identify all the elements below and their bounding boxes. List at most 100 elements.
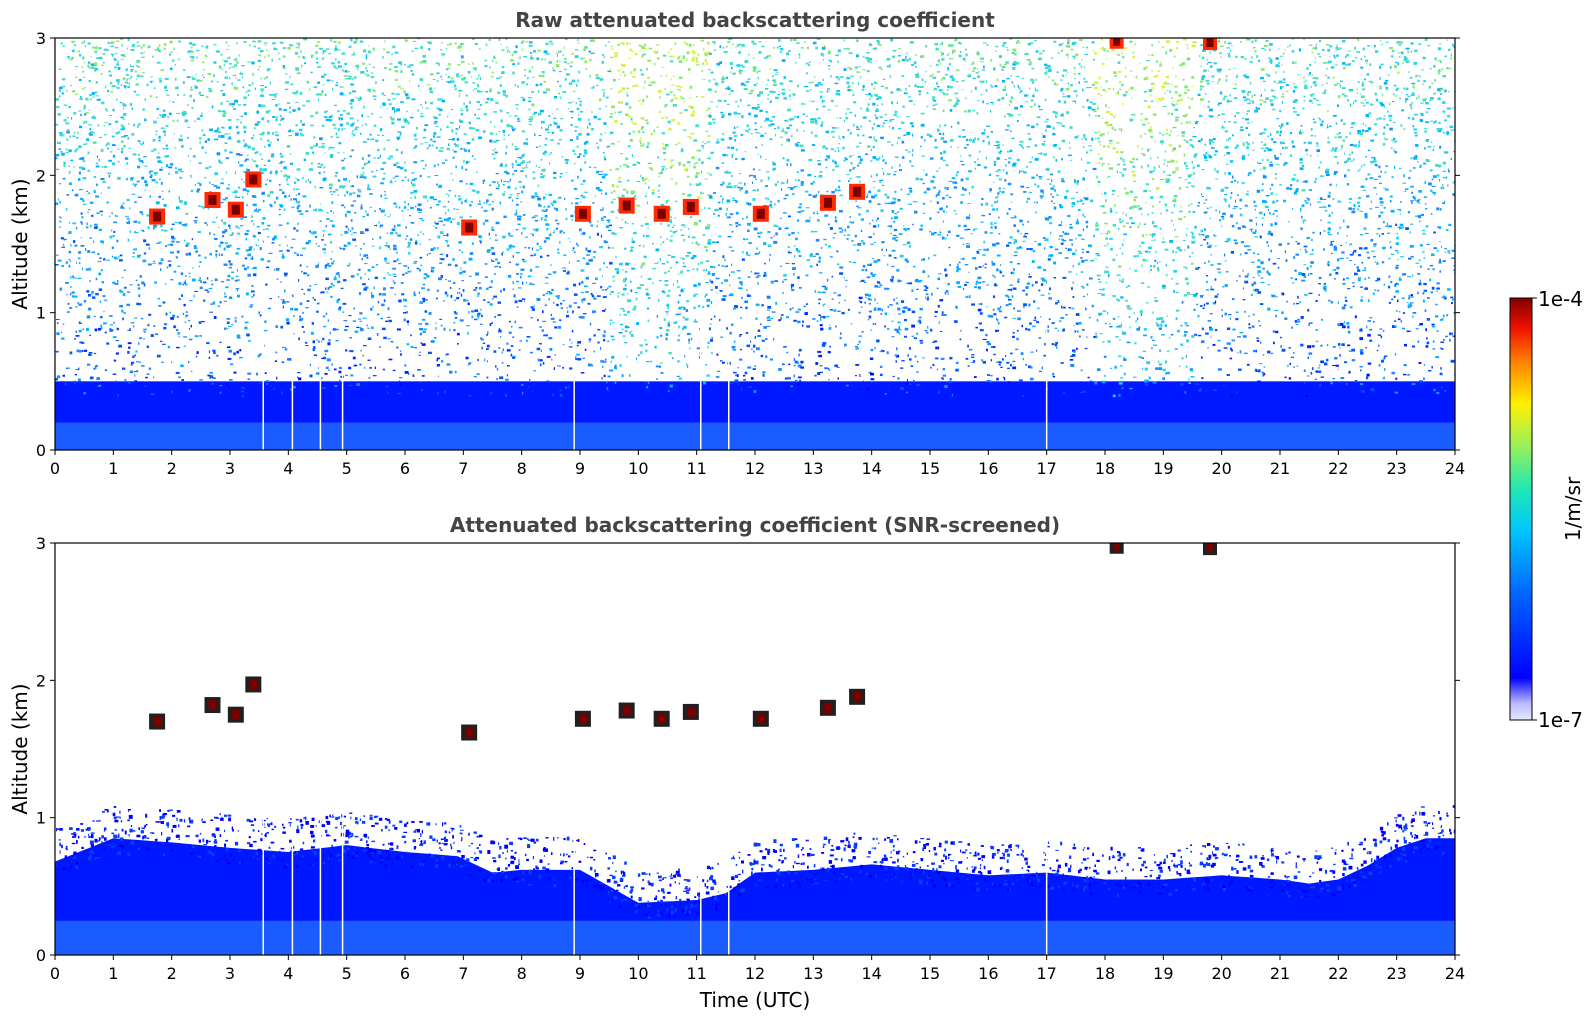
x-tick-label: 12 (745, 964, 765, 983)
x-tick-label: 20 (1211, 964, 1231, 983)
x-tick-label: 22 (1328, 964, 1348, 983)
screened-y-axis: 0 1 2 3 (36, 534, 1460, 965)
y-tick-label: 1 (36, 304, 46, 323)
x-tick-label: 24 (1445, 459, 1465, 478)
cloud-patch (819, 699, 836, 716)
x-tick-label: 11 (686, 964, 706, 983)
near-surface-layer (55, 920, 1455, 955)
cloud-patch (752, 710, 769, 727)
x-tick-label: 14 (861, 459, 881, 478)
cloud-patch (1109, 38, 1124, 49)
x-tick-label: 7 (458, 964, 468, 983)
x-tick-label: 5 (342, 964, 352, 983)
x-tick-label: 0 (50, 459, 60, 478)
x-tick-label: 7 (458, 459, 468, 478)
x-tick-label: 14 (861, 964, 881, 983)
x-tick-label: 1 (108, 459, 118, 478)
cloud-patch (849, 688, 866, 705)
cloud-patch (245, 676, 262, 693)
x-tick-label: 10 (628, 459, 648, 478)
x-tick-label: 5 (342, 459, 352, 478)
screened-y-axis-label: Altitude (km) (8, 683, 32, 814)
x-axis-label: Time (UTC) (699, 988, 811, 1012)
x-tick-label: 11 (686, 459, 706, 478)
panel-raw-title: Raw attenuated backscattering coefficien… (515, 8, 995, 32)
x-tick-label: 17 (1036, 459, 1056, 478)
cloud-patch (204, 697, 221, 714)
colorbar-gradient (1509, 297, 1533, 721)
y-tick-label: 0 (36, 946, 46, 965)
colorbar-max-label: 1e-4 (1538, 287, 1583, 311)
x-tick-label: 16 (978, 459, 998, 478)
raw-y-axis-label: Altitude (km) (8, 178, 32, 309)
data-gaps (262, 817, 1048, 955)
cloud-patches (149, 38, 1217, 236)
cloud-patch (682, 198, 699, 215)
x-tick-label: 21 (1270, 459, 1290, 478)
cloud-patch (618, 197, 635, 214)
x-tick-label: 23 (1386, 964, 1406, 983)
x-tick-label: 19 (1153, 459, 1173, 478)
x-tick-label: 2 (167, 459, 177, 478)
x-tick-label: 15 (920, 964, 940, 983)
x-tick-label: 13 (803, 459, 823, 478)
cloud-patch (227, 706, 244, 723)
x-tick-label: 15 (920, 459, 940, 478)
cloud-patch (653, 710, 670, 727)
cloud-patch (461, 219, 478, 236)
x-tick-label: 6 (400, 964, 410, 983)
raw-y-axis: 0 1 2 3 (36, 29, 1460, 460)
cloud-patch (1203, 38, 1217, 51)
y-tick-label: 0 (36, 441, 46, 460)
y-tick-label: 3 (36, 534, 46, 553)
x-tick-label: 8 (517, 459, 527, 478)
x-tick-label: 6 (400, 459, 410, 478)
x-tick-label: 13 (803, 964, 823, 983)
cloud-patch (574, 205, 591, 222)
x-tick-label: 3 (225, 459, 235, 478)
x-tick-label: 23 (1386, 459, 1406, 478)
x-tick-label: 4 (283, 964, 293, 983)
y-tick-label: 2 (36, 671, 46, 690)
cloud-patch (461, 724, 478, 741)
cloud-patch (653, 205, 670, 222)
cloud-patch (227, 201, 244, 218)
x-tick-label: 21 (1270, 964, 1290, 983)
y-tick-label: 3 (36, 29, 46, 48)
boundary-layer-speckle (56, 805, 1455, 919)
cloud-patch (204, 192, 221, 209)
colorbar: 1e-4 1e-7 1/m/sr (1509, 287, 1585, 732)
cloud-patch (819, 194, 836, 211)
x-tick-label: 9 (575, 964, 585, 983)
panel-screened: Attenuated backscattering coefficient (S… (8, 513, 1465, 1012)
x-tick-label: 3 (225, 964, 235, 983)
x-tick-label: 19 (1153, 964, 1173, 983)
colorbar-unit-label: 1/m/sr (1561, 476, 1585, 541)
x-tick-label: 17 (1036, 964, 1056, 983)
y-tick-label: 1 (36, 809, 46, 828)
cloud-patch (149, 208, 166, 225)
cloud-patch (574, 710, 591, 727)
x-tick-label: 2 (167, 964, 177, 983)
x-tick-label: 20 (1211, 459, 1231, 478)
cloud-patches (149, 543, 1217, 741)
panel-raw: Raw attenuated backscattering coefficien… (8, 8, 1465, 478)
screened-heatmap (55, 543, 1455, 955)
screened-x-axis: 0 1 2 3 4 5 6 7 8 9 10 11 12 13 14 15 16 17 18 19 20 21 22 23 24 (50, 955, 1465, 983)
x-tick-label: 4 (283, 459, 293, 478)
x-tick-label: 12 (745, 459, 765, 478)
x-tick-label: 10 (628, 964, 648, 983)
y-tick-label: 2 (36, 166, 46, 185)
cloud-patch (245, 171, 262, 188)
raw-heatmap (55, 38, 1455, 450)
x-tick-label: 1 (108, 964, 118, 983)
cloud-patch (752, 205, 769, 222)
noise-field (55, 38, 1455, 398)
raw-x-axis: 0 1 2 3 4 5 6 7 8 9 10 11 12 13 14 15 16 17 18 19 20 21 22 23 24 (50, 450, 1465, 478)
colorbar-min-label: 1e-7 (1538, 708, 1583, 732)
x-tick-label: 0 (50, 964, 60, 983)
x-tick-label: 18 (1095, 964, 1115, 983)
cloud-patch (1203, 543, 1217, 556)
cloud-patch (682, 703, 699, 720)
